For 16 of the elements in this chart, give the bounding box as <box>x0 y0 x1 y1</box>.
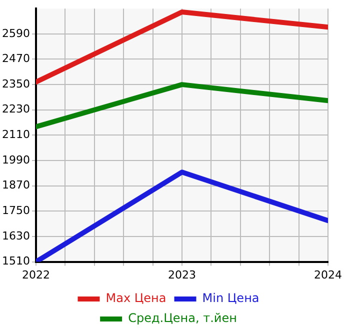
y-tick-label: 2230 <box>2 102 30 116</box>
y-tick-label: 2470 <box>2 52 30 66</box>
legend-label: Сред.Цена, т.йен <box>128 311 237 326</box>
y-tick-label: 1750 <box>2 204 30 218</box>
y-tick-label: 1990 <box>2 153 30 166</box>
y-tick-label: 2350 <box>2 77 30 90</box>
legend-label: Min Цена <box>202 291 260 306</box>
y-tick-label: 1870 <box>2 178 30 192</box>
x-tick-label: 2022 <box>22 268 50 282</box>
y-tick-label: 1630 <box>2 229 30 242</box>
y-tick-label: 1510 <box>2 254 30 268</box>
y-tick-label: 2110 <box>2 128 30 142</box>
legend-label: Max Цена <box>106 291 166 306</box>
x-tick-label: 2023 <box>168 268 196 282</box>
x-tick-label: 2024 <box>314 268 342 282</box>
y-tick-label: 2590 <box>2 26 30 40</box>
